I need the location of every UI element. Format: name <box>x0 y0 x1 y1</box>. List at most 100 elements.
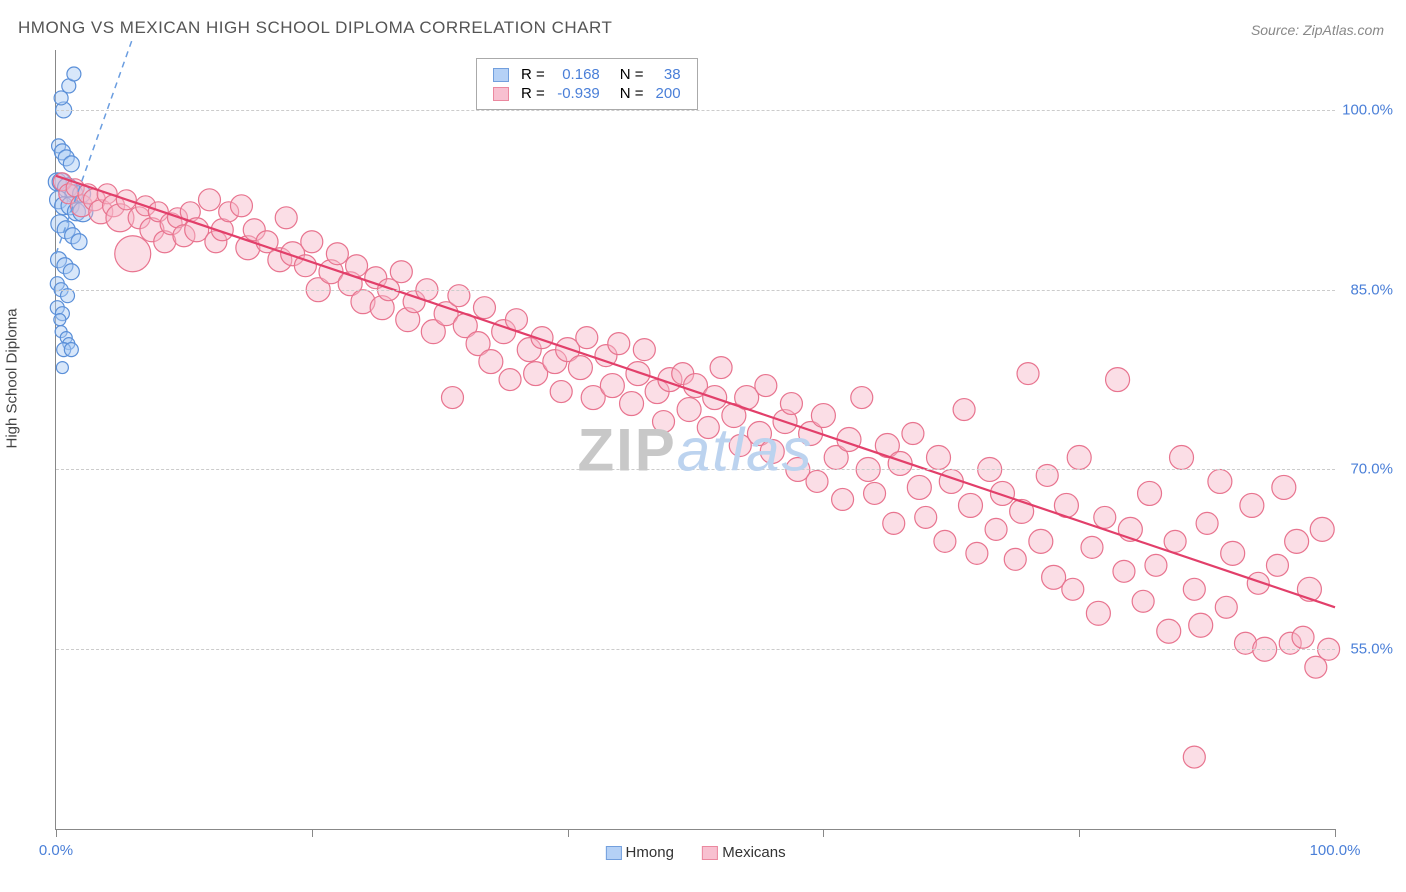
y-tick-label: 100.0% <box>1342 101 1393 118</box>
data-point <box>806 470 828 492</box>
data-point <box>1221 541 1245 565</box>
data-point <box>780 393 802 415</box>
data-point <box>1113 560 1135 582</box>
y-axis-label: High School Diploma <box>4 308 21 448</box>
data-point <box>550 381 572 403</box>
data-point <box>115 236 151 272</box>
data-point <box>600 374 624 398</box>
x-tick <box>568 829 569 837</box>
data-point <box>1189 613 1213 637</box>
series-legend: Hmong Mexicans <box>593 844 797 861</box>
data-point <box>61 289 75 303</box>
mexicans-swatch-icon <box>493 87 509 101</box>
gridline <box>56 290 1335 291</box>
data-point <box>67 67 81 81</box>
legend-item-hmong: Hmong <box>605 844 674 861</box>
plot-area: ZIPatlas R = 0.168 N = 38 R = -0.9 <box>55 50 1335 830</box>
stats-row-hmong: R = 0.168 N = 38 <box>487 65 687 84</box>
data-point <box>1145 554 1167 576</box>
data-point <box>902 423 924 445</box>
data-point <box>633 339 655 361</box>
data-point <box>1196 512 1218 534</box>
data-point <box>883 512 905 534</box>
data-point <box>620 392 644 416</box>
data-point <box>811 404 835 428</box>
data-point <box>1067 445 1091 469</box>
x-tick <box>823 829 824 837</box>
x-tick <box>1335 829 1336 837</box>
data-point <box>64 343 78 357</box>
data-point <box>1086 601 1110 625</box>
gridline <box>56 649 1335 650</box>
data-point <box>479 350 503 374</box>
mexicans-swatch-icon <box>702 846 718 860</box>
data-point <box>851 387 873 409</box>
gridline <box>56 110 1335 111</box>
data-point <box>907 475 931 499</box>
data-point <box>63 156 79 172</box>
data-point <box>198 189 220 211</box>
data-point <box>1266 554 1288 576</box>
hmong-r-value: 0.168 <box>551 65 606 84</box>
data-point <box>1081 536 1103 558</box>
x-tick <box>56 829 57 837</box>
data-point <box>653 411 675 433</box>
data-point <box>626 362 650 386</box>
data-point <box>697 417 719 439</box>
scatter-plot-svg <box>56 50 1335 829</box>
data-point <box>1036 464 1058 486</box>
n-label: N = <box>606 65 650 84</box>
data-point <box>1240 493 1264 517</box>
stats-legend-box: R = 0.168 N = 38 R = -0.939 N = 200 <box>476 58 698 110</box>
data-point <box>346 255 368 277</box>
data-point <box>934 530 956 552</box>
hmong-legend-label: Hmong <box>626 844 674 861</box>
data-point <box>1310 517 1334 541</box>
data-point <box>677 398 701 422</box>
y-tick-label: 85.0% <box>1350 281 1393 298</box>
data-point <box>1183 746 1205 768</box>
hmong-swatch-icon <box>605 846 621 860</box>
source-attribution: Source: ZipAtlas.com <box>1251 22 1384 38</box>
data-point <box>505 309 527 331</box>
data-point <box>301 231 323 253</box>
data-point <box>473 297 495 319</box>
data-point <box>927 445 951 469</box>
gridline <box>56 469 1335 470</box>
data-point <box>1183 578 1205 600</box>
data-point <box>448 285 470 307</box>
data-point <box>1010 499 1034 523</box>
data-point <box>326 243 348 265</box>
data-point <box>755 375 777 397</box>
hmong-swatch-icon <box>493 68 509 82</box>
mexicans-legend-label: Mexicans <box>722 844 785 861</box>
data-point <box>864 482 886 504</box>
x-tick <box>312 829 313 837</box>
data-point <box>1208 469 1232 493</box>
data-point <box>832 488 854 510</box>
x-tick <box>1079 829 1080 837</box>
data-point <box>1170 445 1194 469</box>
data-point <box>1004 548 1026 570</box>
data-point <box>710 357 732 379</box>
data-point <box>390 261 412 283</box>
data-point <box>63 264 79 280</box>
data-point <box>1132 590 1154 612</box>
data-point <box>1285 529 1309 553</box>
n-label: N = <box>606 84 650 103</box>
data-point <box>230 195 252 217</box>
data-point <box>1157 619 1181 643</box>
data-point <box>1215 596 1237 618</box>
data-point <box>441 387 463 409</box>
chart-container: HMONG VS MEXICAN HIGH SCHOOL DIPLOMA COR… <box>0 0 1406 892</box>
data-point <box>71 234 87 250</box>
x-tick-label: 0.0% <box>39 842 73 859</box>
data-point <box>1029 529 1053 553</box>
data-point <box>275 207 297 229</box>
data-point <box>915 506 937 528</box>
data-point <box>608 333 630 355</box>
data-point <box>1062 578 1084 600</box>
data-point <box>1164 530 1186 552</box>
mexicans-r-value: -0.939 <box>551 84 606 103</box>
data-point <box>1272 475 1296 499</box>
